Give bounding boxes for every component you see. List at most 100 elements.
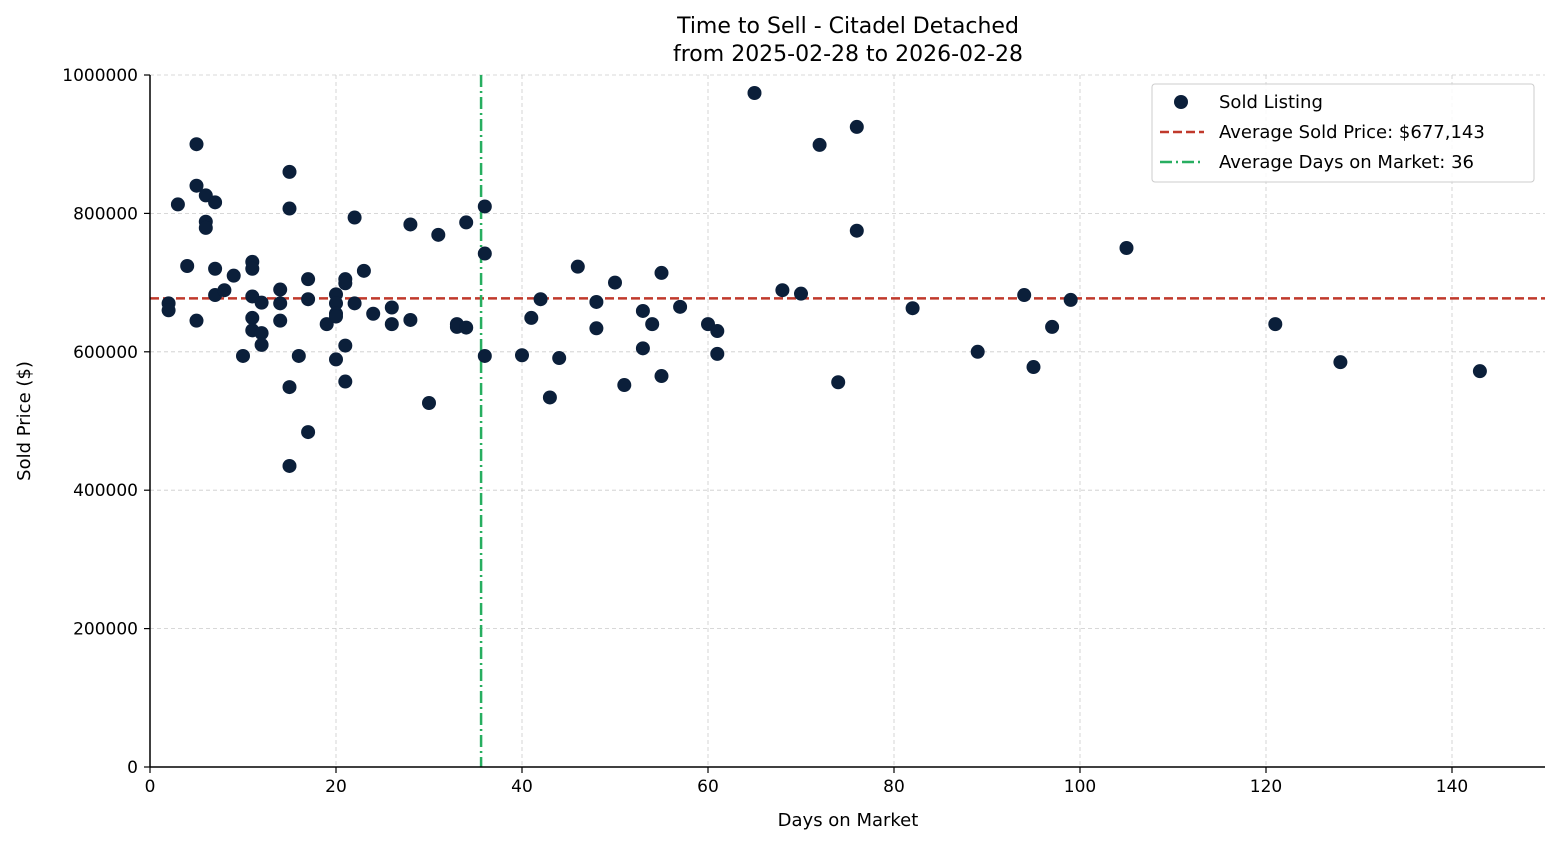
data-point (533, 292, 548, 307)
y-tick-label: 200000 (73, 620, 138, 640)
data-point (403, 312, 418, 327)
data-point (301, 425, 316, 440)
data-point (589, 294, 604, 309)
data-point (356, 263, 371, 278)
x-tick-label: 140 (1436, 777, 1468, 797)
data-point (338, 276, 353, 291)
data-point (608, 275, 622, 290)
data-point (710, 346, 725, 361)
data-point (180, 258, 195, 273)
data-point (635, 341, 650, 356)
data-point (635, 303, 650, 318)
data-point (477, 348, 492, 363)
data-point (254, 295, 269, 310)
data-point (384, 317, 399, 332)
data-point (384, 300, 399, 315)
data-point (654, 265, 669, 280)
data-point (208, 261, 223, 276)
data-point (970, 344, 985, 359)
legend-box (1151, 83, 1535, 183)
data-point (552, 351, 567, 366)
data-point (905, 301, 920, 316)
x-tick-label: 120 (1250, 777, 1282, 797)
data-point (198, 220, 213, 235)
data-point (189, 313, 204, 328)
data-point (338, 338, 353, 353)
legend-marker-points (1174, 95, 1188, 109)
data-point (1268, 317, 1283, 332)
data-point (1333, 355, 1348, 370)
data-point (1472, 364, 1487, 379)
y-axis-label: Sold Price ($) (14, 361, 35, 481)
data-point (301, 292, 316, 307)
data-point (515, 348, 529, 363)
x-tick-label: 60 (697, 777, 719, 797)
data-point (747, 85, 762, 100)
y-tick-label: 1000000 (62, 66, 138, 86)
data-point (1045, 319, 1060, 334)
data-point (217, 283, 232, 298)
data-point (273, 296, 288, 311)
data-point (282, 380, 297, 395)
data-point (245, 310, 260, 325)
x-tick-label: 100 (1064, 777, 1096, 797)
x-tick-label: 80 (883, 777, 905, 797)
data-point (282, 458, 297, 473)
data-point (329, 352, 343, 367)
data-point (477, 246, 492, 261)
data-point (170, 197, 185, 212)
data-point (347, 296, 362, 311)
data-point (775, 283, 790, 298)
data-point (849, 119, 864, 134)
data-point (524, 310, 539, 325)
reference-lines (150, 75, 1545, 767)
data-point (282, 164, 297, 179)
data-point (831, 375, 846, 390)
data-point (338, 374, 353, 389)
data-point (347, 210, 362, 225)
data-point (710, 324, 725, 339)
data-point (301, 272, 316, 287)
data-point (673, 299, 688, 314)
data-point (849, 223, 864, 238)
y-tick-label: 600000 (73, 343, 138, 363)
chart-subtitle: from 2025-02-28 to 2026-02-28 (673, 42, 1023, 67)
data-point (329, 296, 343, 311)
data-point (422, 396, 436, 411)
data-point (366, 306, 381, 321)
chart-title: Time to Sell - Citadel Detached (676, 14, 1019, 39)
data-point (273, 313, 288, 328)
data-point (812, 137, 827, 152)
legend: Sold Listing Average Sold Price: $677,14… (1151, 83, 1535, 183)
data-point (189, 178, 204, 193)
data-point (236, 348, 250, 363)
x-tick-label: 0 (145, 777, 156, 797)
data-point (431, 227, 446, 242)
y-tick-label: 0 (127, 758, 138, 778)
data-point (589, 321, 604, 336)
data-point (319, 317, 334, 332)
legend-label-points: Sold Listing (1219, 92, 1323, 113)
data-point (645, 317, 660, 332)
y-tick-label: 400000 (73, 481, 138, 501)
data-point (1017, 288, 1032, 303)
data-point (273, 282, 288, 297)
data-point (329, 309, 343, 324)
data-point (254, 337, 269, 352)
data-point (1063, 292, 1078, 307)
x-tick-label: 40 (511, 777, 533, 797)
axes: 0 20 40 60 80 100 120 140 0 200000 400000 600000 800… (62, 66, 1545, 797)
x-axis-label: Days on Market (778, 810, 919, 831)
data-point (654, 369, 669, 384)
data-point (477, 199, 492, 214)
data-point (459, 215, 474, 230)
data-point (161, 303, 176, 318)
data-point (291, 348, 306, 363)
data-point (245, 261, 260, 276)
data-point (189, 137, 204, 152)
y-tick-label: 800000 (73, 204, 138, 224)
data-point (226, 268, 241, 283)
data-point (794, 286, 808, 301)
data-point (208, 195, 223, 210)
